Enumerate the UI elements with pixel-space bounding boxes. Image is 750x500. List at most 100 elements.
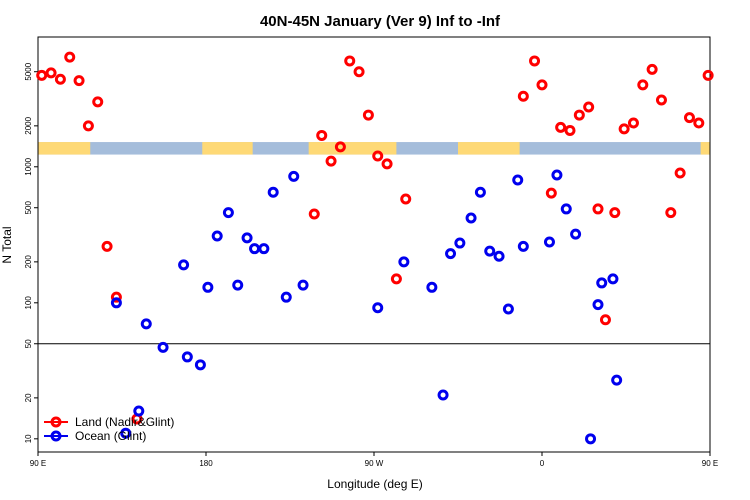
land-point — [392, 275, 400, 283]
land-point — [310, 210, 318, 218]
ocean-point — [400, 258, 408, 266]
ocean-point — [269, 188, 277, 196]
y-axis: 10 20 50 100 200 500 1000 2000 5000 — [24, 62, 38, 443]
land-segment — [38, 142, 90, 155]
plot-frame — [38, 37, 710, 452]
land-point — [695, 119, 703, 127]
ocean-point — [213, 232, 221, 240]
land-point — [557, 123, 565, 131]
ocean-point — [374, 304, 382, 312]
chart-title: 40N-45N January (Ver 9) Inf to -Inf — [260, 13, 501, 30]
y-tick-label: 50 — [24, 339, 33, 348]
land-point — [383, 160, 391, 168]
ocean-point — [609, 275, 617, 283]
land-point — [364, 111, 372, 119]
legend-label-ocean: Ocean (Glint) — [75, 429, 146, 443]
land-point — [346, 57, 354, 65]
x-axis: 90 E 180 90 W 0 90 E — [30, 452, 718, 468]
land-point — [547, 189, 555, 197]
x-tick-label: 180 — [199, 459, 213, 468]
x-tick-label: 0 — [540, 459, 545, 468]
ocean-point — [204, 283, 212, 291]
ocean-point — [260, 245, 268, 253]
y-tick-label: 10 — [24, 434, 33, 443]
ocean-point — [224, 209, 232, 217]
land-point — [601, 316, 609, 324]
ocean-point — [142, 320, 150, 328]
land-point — [629, 119, 637, 127]
land-segment — [309, 142, 397, 155]
land-point — [75, 77, 83, 85]
y-tick-label: 200 — [24, 255, 33, 269]
ocean-point — [234, 281, 242, 289]
land-point — [594, 205, 602, 213]
ocean-point — [545, 238, 553, 246]
land-point — [84, 122, 92, 130]
ocean-point — [447, 250, 455, 258]
x-tick-label: 90 E — [30, 459, 46, 468]
ocean-point — [514, 176, 522, 184]
land-point — [685, 114, 693, 122]
y-tick-label: 500 — [24, 201, 33, 215]
ocean-point — [243, 234, 251, 242]
land-point — [519, 92, 527, 100]
ocean-point — [290, 172, 298, 180]
ocean-point — [495, 252, 503, 260]
ocean-point — [456, 239, 464, 247]
ocean-point — [486, 247, 494, 255]
land-point — [56, 75, 64, 83]
y-tick-label: 2000 — [24, 116, 33, 134]
y-tick-label: 5000 — [24, 62, 33, 80]
x-tick-label: 90 W — [365, 459, 384, 468]
x-tick-label: 90 E — [702, 459, 718, 468]
land-segment — [458, 142, 520, 155]
land-point — [47, 69, 55, 77]
ocean-point — [135, 407, 143, 415]
ocean-point — [519, 242, 527, 250]
ocean-point — [598, 279, 606, 287]
ocean-point — [562, 205, 570, 213]
ocean-point — [476, 188, 484, 196]
ocean-point — [594, 301, 602, 309]
land-series — [38, 53, 712, 423]
land-point — [704, 71, 712, 79]
ocean-point — [439, 391, 447, 399]
land-point — [620, 125, 628, 133]
y-tick-label: 100 — [24, 296, 33, 310]
land-point — [611, 209, 619, 217]
land-point — [538, 81, 546, 89]
land-point — [355, 68, 363, 76]
land-point — [38, 71, 46, 79]
ocean-point — [299, 281, 307, 289]
ocean-point — [159, 343, 167, 351]
ocean-point — [587, 435, 595, 443]
ocean-point — [196, 361, 204, 369]
chart: 40N-45N January (Ver 9) Inf to -Inf 90 E… — [0, 0, 750, 500]
ocean-point — [572, 230, 580, 238]
land-point — [94, 98, 102, 106]
ocean-point — [467, 214, 475, 222]
ocean-point — [183, 353, 191, 361]
ocean-point — [251, 245, 259, 253]
land-point — [531, 57, 539, 65]
land-point — [327, 157, 335, 165]
land-point — [648, 65, 656, 73]
ocean-point — [428, 283, 436, 291]
y-axis-label: N Total — [0, 226, 14, 263]
x-axis-label: Longitude (deg E) — [327, 477, 422, 491]
land-segment — [202, 142, 252, 155]
ocean-point — [180, 261, 188, 269]
land-point — [566, 126, 574, 134]
land-point — [676, 169, 684, 177]
land-point — [402, 195, 410, 203]
land-point — [639, 81, 647, 89]
ocean-series — [112, 171, 620, 443]
ocean-point — [553, 171, 561, 179]
ocean-point — [112, 299, 120, 307]
y-tick-label: 1000 — [24, 157, 33, 175]
ocean-point — [613, 376, 621, 384]
land-point — [318, 131, 326, 139]
land-point — [66, 53, 74, 61]
legend: Land (Nadir&Glint) Ocean (Glint) — [44, 415, 174, 443]
land-point — [667, 209, 675, 217]
